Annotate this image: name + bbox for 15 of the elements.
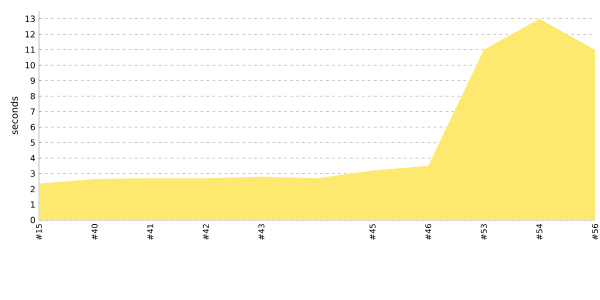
y-tick-label: 9 [30,77,35,84]
y-tick-label: 6 [30,124,35,130]
y-tick-label: 0 [30,216,35,224]
y-tick-label: 11 [26,46,35,53]
y-tick-label: 4 [30,154,35,162]
y-tick-label: 7 [30,108,35,115]
y-tick-label: 13 [26,16,35,22]
y-tick-label: 1 [31,201,35,208]
y-tick-label: 12 [26,31,35,38]
y-tick-label: 2 [30,186,35,192]
y-axis-title: seconds [10,96,18,134]
y-tick-label: 3 [30,170,35,177]
y-tick-label: 5 [30,139,35,146]
y-tick-label: 8 [30,92,35,100]
y-tick-label: 10 [26,62,35,68]
